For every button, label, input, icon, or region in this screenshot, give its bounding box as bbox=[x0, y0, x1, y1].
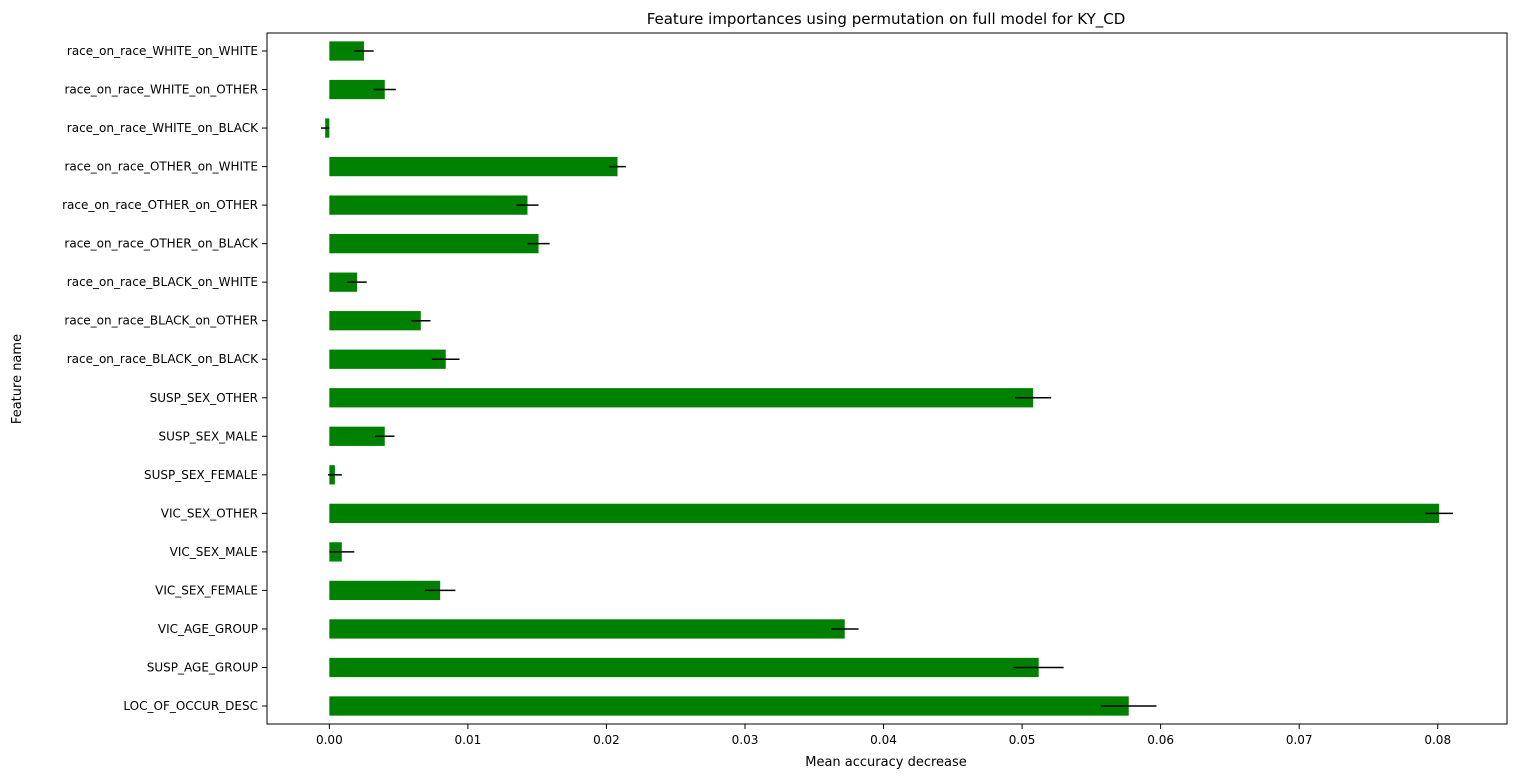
bar bbox=[329, 426, 385, 446]
bar bbox=[329, 696, 1129, 716]
y-tick-label: race_on_race_OTHER_on_WHITE bbox=[65, 160, 259, 174]
x-axis-title: Mean accuracy decrease bbox=[805, 755, 967, 770]
bar bbox=[329, 234, 539, 254]
bar bbox=[329, 41, 364, 61]
x-tick-label: 0.03 bbox=[732, 733, 759, 747]
y-tick-label: VIC_SEX_MALE bbox=[170, 545, 258, 559]
x-tick-label: 0.01 bbox=[455, 733, 482, 747]
x-tick-label: 0.02 bbox=[593, 733, 620, 747]
x-tick-label: 0.00 bbox=[316, 733, 343, 747]
bar bbox=[329, 503, 1440, 523]
y-tick-label: SUSP_SEX_FEMALE bbox=[144, 468, 258, 482]
bar bbox=[329, 388, 1034, 408]
bar bbox=[329, 580, 441, 601]
y-tick-label: VIC_AGE_GROUP bbox=[158, 622, 258, 636]
y-tick-label: race_on_race_BLACK_on_OTHER bbox=[64, 314, 258, 328]
y-tick-label: race_on_race_WHITE_on_OTHER bbox=[65, 83, 259, 97]
plot-area: 0.00 0.01 0.02 0.03 0.04 0.05 0.06 0.07 0.08 LOC_… bbox=[62, 41, 1453, 747]
x-tick-label: 0.08 bbox=[1424, 733, 1451, 747]
bar bbox=[329, 79, 385, 100]
y-tick-label: SUSP_SEX_OTHER bbox=[150, 391, 258, 405]
bar bbox=[329, 272, 358, 292]
chart-title: Feature importances using permutation on… bbox=[647, 10, 1126, 29]
bar bbox=[329, 657, 1039, 678]
y-tick-label: SUSP_SEX_MALE bbox=[158, 429, 258, 443]
bar bbox=[329, 195, 528, 215]
bar bbox=[329, 156, 618, 177]
y-tick-label: VIC_SEX_FEMALE bbox=[155, 583, 258, 597]
plot-frame bbox=[266, 32, 1508, 725]
y-tick-label: race_on_race_OTHER_on_BLACK bbox=[64, 237, 259, 251]
x-tick-label: 0.07 bbox=[1286, 733, 1313, 747]
y-tick-label: race_on_race_BLACK_on_WHITE bbox=[67, 275, 258, 289]
y-tick-label: SUSP_AGE_GROUP bbox=[147, 660, 258, 674]
y-tick-label: race_on_race_BLACK_on_BLACK bbox=[67, 352, 259, 366]
x-tick-label: 0.05 bbox=[1009, 733, 1036, 747]
x-tick-label: 0.06 bbox=[1147, 733, 1174, 747]
bar bbox=[329, 619, 845, 639]
x-tick-label: 0.04 bbox=[870, 733, 897, 747]
y-tick-label: LOC_OF_OCCUR_DESC bbox=[123, 699, 258, 713]
y-tick-label: race_on_race_WHITE_on_BLACK bbox=[67, 121, 259, 135]
y-tick-label: VIC_SEX_OTHER bbox=[161, 506, 258, 520]
y-tick-label: race_on_race_WHITE_on_WHITE bbox=[67, 44, 258, 58]
y-tick-label: race_on_race_OTHER_on_OTHER bbox=[62, 198, 258, 212]
y-axis-title: Feature name bbox=[10, 334, 25, 424]
bar bbox=[329, 311, 421, 331]
bar bbox=[329, 349, 446, 369]
